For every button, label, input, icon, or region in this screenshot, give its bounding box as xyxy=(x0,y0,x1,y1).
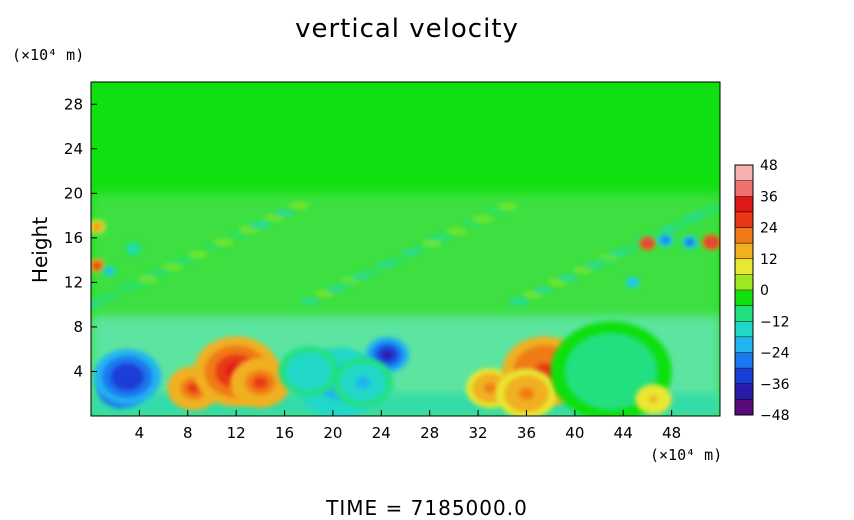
colorbar-swatch xyxy=(735,383,753,400)
x-tick-label: 8 xyxy=(183,424,193,442)
velocity-cell xyxy=(332,357,394,408)
x-tick-label: 4 xyxy=(135,424,145,442)
colorbar-frame xyxy=(734,164,754,416)
colorbar-tick-label: 12 xyxy=(760,252,778,268)
turbulence-cell xyxy=(162,262,183,271)
turbulence-cell xyxy=(188,250,209,259)
x-tick-label: 24 xyxy=(372,424,391,442)
turbulence-cell xyxy=(472,214,493,223)
y-tick-label: 8 xyxy=(73,318,83,336)
turbulence-cell xyxy=(533,286,554,295)
velocity-cell xyxy=(93,348,162,406)
turbulence-cell xyxy=(335,280,356,289)
colorbar-swatch xyxy=(735,258,753,275)
time-readout: TIME = 7185000.0 xyxy=(326,496,528,520)
colorbar-swatch xyxy=(735,227,753,244)
colorbar: 48 36 24 12 0 −12 −24 −36 −48 xyxy=(734,158,790,424)
colorbar-swatch xyxy=(735,321,753,338)
turbulence-cell xyxy=(558,273,579,282)
turbulence-cell xyxy=(619,245,640,253)
colorbar-tick-label: −12 xyxy=(760,314,790,330)
velocity-cell xyxy=(681,235,699,250)
y-tick-label: 4 xyxy=(73,362,83,380)
colorbar-swatch xyxy=(735,305,753,322)
turbulence-cell xyxy=(680,216,701,225)
turbulence-cell xyxy=(421,239,442,248)
y-tick-label: 12 xyxy=(64,273,83,291)
turbulence-cell xyxy=(446,227,467,236)
x-tick-label: 44 xyxy=(614,424,633,442)
velocity-cell xyxy=(230,357,291,408)
velocity-cell xyxy=(101,265,117,278)
velocity-cell xyxy=(625,276,641,289)
colorbar-swatch xyxy=(735,399,753,416)
velocity-cell xyxy=(701,234,720,251)
velocity-cell xyxy=(635,384,672,415)
colorbar-swatch xyxy=(735,274,753,291)
velocity-cell xyxy=(91,258,106,273)
y-tick-label: 20 xyxy=(64,184,83,202)
colorbar-swatch xyxy=(735,368,753,385)
turbulence-cell xyxy=(249,221,270,230)
x-axis: 4 8 12 16 20 24 28 32 36 40 44 48 xyxy=(135,410,681,442)
turbulence-cell xyxy=(299,297,320,306)
velocity-cell xyxy=(124,241,142,257)
x-tick-label: 12 xyxy=(227,424,246,442)
velocity-cell xyxy=(638,236,656,251)
heatmap-field xyxy=(91,82,720,416)
turbulence-cell xyxy=(385,256,406,265)
y-axis-unit: (×10⁴ m) xyxy=(12,46,85,64)
y-axis-label: Height xyxy=(28,216,52,284)
y-tick-label: 24 xyxy=(64,140,83,158)
colorbar-tick-label: −48 xyxy=(760,408,790,424)
x-tick-label: 28 xyxy=(420,424,439,442)
turbulence-cell xyxy=(274,209,295,218)
turbulence-cell xyxy=(705,203,720,212)
colorbar-tick-label: 24 xyxy=(760,221,778,237)
chart-title: vertical velocity xyxy=(295,14,519,44)
colorbar-swatch xyxy=(735,165,753,182)
colorbar-tick-label: 36 xyxy=(760,189,778,205)
velocity-cell xyxy=(278,346,339,397)
turbulence-cell xyxy=(507,298,528,307)
velocity-cell xyxy=(496,368,557,416)
x-tick-label: 48 xyxy=(662,424,681,442)
colorbar-tick-label: 48 xyxy=(760,158,778,174)
turbulence-cell xyxy=(137,275,158,284)
colorbar-swatch xyxy=(735,180,753,197)
turbulence-cell xyxy=(213,238,234,247)
y-axis: 4 8 12 16 20 24 28 xyxy=(64,95,97,380)
x-tick-label: 40 xyxy=(565,424,584,442)
colorbar-swatch xyxy=(735,211,753,228)
colorbar-tick-label: −24 xyxy=(760,346,790,362)
turbulence-cell xyxy=(101,291,122,300)
velocity-cell xyxy=(91,219,106,234)
colorbar-tick-label: −36 xyxy=(760,377,790,393)
colorbar-swatch xyxy=(735,243,753,260)
x-tick-label: 32 xyxy=(469,424,488,442)
colorbar-swatch xyxy=(735,290,753,307)
y-tick-label: 28 xyxy=(64,95,83,113)
y-tick-label: 16 xyxy=(64,229,83,247)
turbulence-cell xyxy=(289,201,310,210)
turbulence-cell xyxy=(593,257,614,266)
x-axis-unit: (×10⁴ m) xyxy=(650,446,723,464)
turbulence-cell xyxy=(497,202,518,211)
x-tick-label: 36 xyxy=(517,424,536,442)
velocity-cell xyxy=(657,233,675,248)
x-tick-label: 16 xyxy=(275,424,294,442)
turbulence-cell xyxy=(360,268,381,277)
x-tick-label: 20 xyxy=(323,424,342,442)
colorbar-swatch xyxy=(735,352,753,369)
colorbar-swatch xyxy=(735,196,753,213)
velocity-cell xyxy=(465,368,515,409)
plot-frame xyxy=(90,81,721,417)
colorbar-tick-label: 0 xyxy=(760,283,769,299)
colorbar-swatch xyxy=(735,336,753,353)
